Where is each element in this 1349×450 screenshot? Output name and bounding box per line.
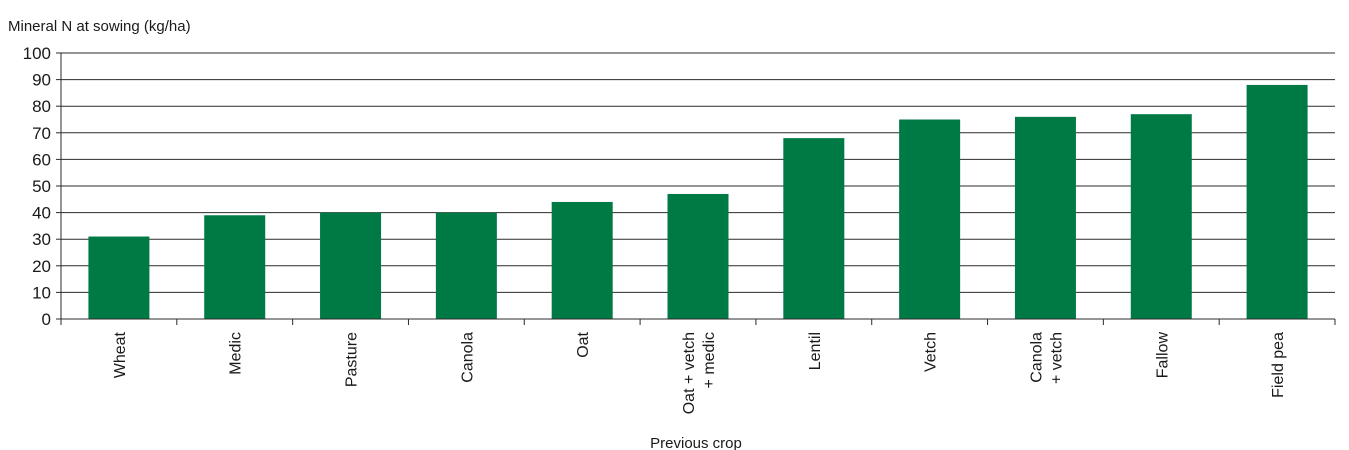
x-category-label: Field pea	[1270, 332, 1287, 398]
y-axis-title: Mineral N at sowing (kg/ha)	[8, 18, 191, 35]
y-tick-label: 50	[32, 177, 51, 196]
y-tick-label: 70	[32, 124, 51, 143]
y-tick-label: 60	[32, 150, 51, 169]
y-tick-label: 0	[42, 310, 51, 329]
y-tick-label: 10	[32, 283, 51, 302]
x-category-label: Canola	[1028, 332, 1045, 383]
bar	[667, 193, 729, 319]
bar	[551, 201, 613, 319]
x-axis-title: Previous crop	[650, 435, 742, 450]
x-category-label: + medic	[701, 332, 718, 388]
y-tick-label: 100	[23, 44, 51, 63]
x-category-label: Oat	[575, 331, 592, 357]
x-category-label: Pasture	[344, 332, 361, 387]
bars	[88, 84, 1308, 320]
bar	[1014, 116, 1076, 319]
x-category-label: Canola	[459, 332, 476, 383]
y-tick-label: 30	[32, 230, 51, 249]
x-category-label: Medic	[228, 332, 245, 375]
y-axis-ticks: 0 10 20 30 40 50 60 70 80 90 100	[23, 44, 62, 329]
y-tick-label: 90	[32, 71, 51, 90]
x-category-label: Lentil	[807, 332, 824, 370]
bar	[204, 215, 266, 319]
y-tick-label: 40	[32, 204, 51, 223]
bar	[783, 138, 845, 319]
bar	[899, 119, 961, 319]
x-category-label: + vetch	[1048, 332, 1065, 384]
bar	[1130, 114, 1192, 320]
y-tick-label: 80	[32, 97, 51, 116]
bar	[88, 236, 150, 319]
x-axis	[60, 318, 1336, 325]
x-category-label: Vetch	[923, 332, 940, 372]
bar	[1246, 84, 1308, 319]
gridlines	[61, 52, 1335, 293]
bar	[320, 212, 382, 319]
x-category-label: Oat + vetch	[681, 332, 698, 414]
x-category-label: Wheat	[112, 331, 129, 378]
y-tick-label: 20	[32, 257, 51, 276]
bar	[435, 212, 497, 319]
x-category-label: Fallow	[1154, 332, 1171, 379]
x-axis-category-labels: Wheat Medic Pasture Canola Oat Oat + vetch + m…	[112, 331, 1287, 414]
